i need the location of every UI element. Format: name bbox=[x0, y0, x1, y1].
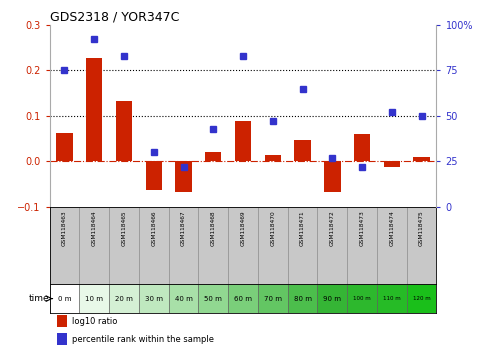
Text: GSM118467: GSM118467 bbox=[181, 211, 186, 246]
Bar bbox=[288, 207, 317, 284]
Bar bbox=[258, 207, 288, 284]
Bar bbox=[228, 207, 258, 284]
Bar bbox=[384, 161, 400, 167]
Bar bbox=[109, 207, 139, 284]
Bar bbox=[139, 284, 169, 313]
Bar bbox=[407, 207, 436, 284]
Text: 0 m: 0 m bbox=[58, 296, 71, 302]
Bar bbox=[79, 207, 109, 284]
Bar bbox=[169, 284, 198, 313]
Text: 50 m: 50 m bbox=[204, 296, 222, 302]
Text: 40 m: 40 m bbox=[175, 296, 192, 302]
Text: 120 m: 120 m bbox=[413, 296, 431, 301]
Text: GSM118473: GSM118473 bbox=[360, 211, 365, 246]
Bar bbox=[288, 284, 317, 313]
Bar bbox=[377, 207, 407, 284]
Text: GSM118463: GSM118463 bbox=[62, 211, 67, 246]
Bar bbox=[139, 207, 169, 284]
Text: GSM118466: GSM118466 bbox=[151, 211, 156, 246]
Text: log10 ratio: log10 ratio bbox=[72, 316, 118, 326]
Bar bbox=[79, 284, 109, 313]
Bar bbox=[205, 152, 221, 161]
Bar bbox=[146, 161, 162, 190]
Bar bbox=[407, 284, 436, 313]
Text: GSM118468: GSM118468 bbox=[211, 211, 216, 246]
Text: 60 m: 60 m bbox=[234, 296, 252, 302]
Text: GSM118472: GSM118472 bbox=[330, 211, 335, 246]
Text: 100 m: 100 m bbox=[353, 296, 371, 301]
Bar bbox=[354, 134, 370, 161]
Bar bbox=[295, 140, 310, 161]
Bar bbox=[169, 207, 198, 284]
Text: 10 m: 10 m bbox=[85, 296, 103, 302]
Bar bbox=[198, 207, 228, 284]
Text: 30 m: 30 m bbox=[145, 296, 163, 302]
Bar bbox=[347, 284, 377, 313]
Text: GSM118470: GSM118470 bbox=[270, 211, 275, 246]
Text: percentile rank within the sample: percentile rank within the sample bbox=[72, 335, 214, 344]
Bar bbox=[50, 207, 79, 284]
Bar bbox=[414, 157, 430, 161]
Text: 70 m: 70 m bbox=[264, 296, 282, 302]
Bar bbox=[235, 121, 251, 161]
Bar bbox=[347, 207, 377, 284]
Text: time: time bbox=[29, 294, 50, 303]
Bar bbox=[50, 284, 79, 313]
Text: GSM118475: GSM118475 bbox=[419, 211, 424, 246]
Text: GSM118469: GSM118469 bbox=[241, 211, 246, 246]
Text: GSM118465: GSM118465 bbox=[122, 211, 126, 246]
Bar bbox=[324, 161, 340, 192]
Text: 90 m: 90 m bbox=[323, 296, 341, 302]
Text: 80 m: 80 m bbox=[294, 296, 311, 302]
Bar bbox=[58, 315, 67, 327]
Bar bbox=[265, 155, 281, 161]
Text: GSM118471: GSM118471 bbox=[300, 211, 305, 246]
Bar bbox=[198, 284, 228, 313]
Bar bbox=[258, 284, 288, 313]
Bar bbox=[228, 284, 258, 313]
Bar bbox=[109, 284, 139, 313]
Bar bbox=[116, 101, 132, 161]
Text: GDS2318 / YOR347C: GDS2318 / YOR347C bbox=[50, 11, 179, 24]
Bar bbox=[317, 284, 347, 313]
Text: 20 m: 20 m bbox=[115, 296, 133, 302]
Bar bbox=[176, 161, 191, 192]
Text: GSM118464: GSM118464 bbox=[92, 211, 97, 246]
Bar bbox=[58, 333, 67, 345]
Text: 110 m: 110 m bbox=[383, 296, 401, 301]
Bar bbox=[86, 58, 103, 161]
Bar bbox=[57, 133, 73, 161]
Bar bbox=[377, 284, 407, 313]
Bar bbox=[317, 207, 347, 284]
Text: GSM118474: GSM118474 bbox=[389, 211, 394, 246]
